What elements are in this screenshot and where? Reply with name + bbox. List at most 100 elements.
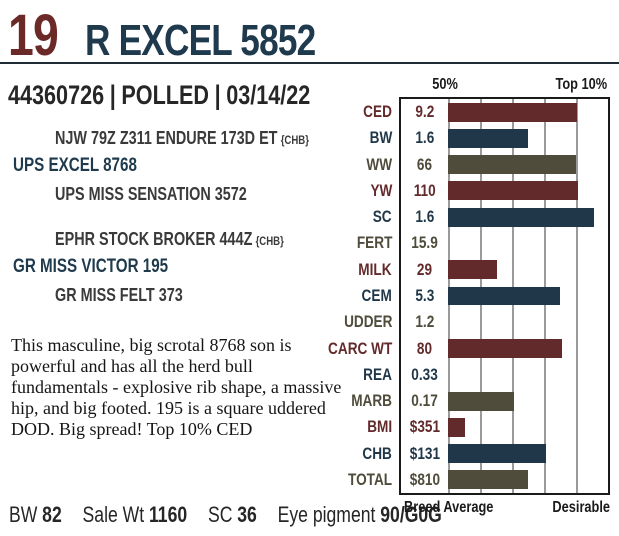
chart-row-track: [448, 99, 608, 125]
chart-axis-label-desirable: Desirable: [552, 499, 610, 516]
chart-row-value: $131: [409, 443, 440, 463]
epd-chart-labels: CED BW WW YW SC FERT MILK CEM UDDER CARC WT REA MAR…: [270, 99, 396, 493]
chart-row-bar: [448, 155, 576, 175]
chart-row: 1.2: [401, 309, 608, 335]
chart-row-track: [448, 283, 608, 309]
chart-row-label: FERT: [356, 233, 392, 253]
chart-row-label: CARC WT: [327, 338, 392, 358]
registration-line: 44360726 | POLLED | 03/14/22: [8, 80, 386, 111]
chart-row-value: 0.17: [411, 391, 438, 411]
pedigree-paternal-granddam: UPS MISS SENSATION 3572: [55, 184, 247, 204]
chart-row-label: MILK: [358, 259, 392, 279]
chart-row-label: CHB: [362, 443, 392, 463]
chart-row: 0.17: [401, 388, 608, 414]
chart-row-label: REA: [363, 364, 392, 384]
stat-bw: BW 82: [9, 502, 62, 527]
chart-row-label: TOTAL: [347, 469, 392, 489]
chart-row-label: BW: [369, 128, 392, 148]
chart-row: $131: [401, 440, 608, 466]
chart-row-track: [448, 230, 608, 256]
footer-stats: BW 82 Sale Wt 1160 SC 36 Eye pigment 90/G0G: [9, 502, 442, 528]
chart-row-bar: [448, 260, 497, 280]
chart-row-label: CEM: [361, 285, 392, 305]
gridline: [576, 99, 578, 493]
chart-axis-label-top10pct: Top 10%: [555, 76, 607, 93]
chart-row-track: [448, 125, 608, 151]
lot-number: 19: [8, 3, 59, 68]
chart-row-value: $810: [409, 469, 440, 489]
chart-row-label: UDDER: [343, 312, 392, 332]
chart-row-track: [448, 388, 608, 414]
chart-row-bar: [448, 181, 578, 201]
chart-row: $351: [401, 414, 608, 440]
chart-row-track: [448, 309, 608, 335]
pedigree-dam: GR MISS VICTOR 195: [13, 256, 169, 277]
chart-row: 5.3: [401, 283, 608, 309]
chart-row-track: [448, 335, 608, 361]
chart-row: 66: [401, 152, 608, 178]
chart-row-bar: [448, 444, 546, 464]
chart-row: 110: [401, 178, 608, 204]
chart-row-bar: [448, 207, 594, 227]
chart-row-bar: [448, 417, 465, 437]
chart-row-label: BMI: [367, 417, 392, 437]
chart-row: 1.6: [401, 125, 608, 151]
chart-row-value: $351: [409, 417, 440, 437]
chart-row-value: 5.3: [415, 285, 434, 305]
separator: |: [214, 80, 221, 110]
birth-date: 03/14/22: [226, 80, 311, 110]
chart-row-value: 80: [416, 338, 433, 358]
separator: |: [109, 80, 116, 110]
chart-row: 29: [401, 257, 608, 283]
chart-row-label: WW: [366, 154, 392, 174]
chart-row-label: YW: [370, 180, 392, 200]
chart-row: 1.6: [401, 204, 608, 230]
sale-description: This masculine, big scrotal 8768 son is …: [11, 335, 342, 439]
chart-row-track: [448, 257, 608, 283]
chart-row: 9.2: [401, 99, 608, 125]
chart-row-value: 110: [413, 180, 436, 200]
horn-status: POLLED: [121, 80, 209, 110]
chart-row-track: [448, 467, 608, 493]
epd-chart: 9.2 1.6 66 110 1.6 15.9 29 5.3 1.2 80 0.33 0.17 $351…: [399, 97, 610, 495]
pedigree-paternal-grandsire: NJW 79Z Z311 ENDURE 173D ET {CHB}: [55, 128, 309, 148]
chart-row-value: 66: [416, 154, 433, 174]
chart-row-bar: [448, 102, 577, 122]
chart-row-bar: [448, 339, 562, 358]
chb-tag: {CHB}: [280, 133, 309, 147]
chart-row-value: 15.9: [411, 233, 438, 253]
chart-row-track: [448, 204, 608, 230]
chart-row-label: CED: [363, 102, 392, 122]
pedigree-sire: UPS EXCEL 8768: [13, 155, 137, 176]
chart-row-bar: [448, 286, 560, 306]
chart-row-track: [448, 414, 608, 440]
chart-axis-label-50pct: 50%: [432, 76, 458, 93]
chart-row-label: MARB: [351, 391, 392, 411]
chart-rows: 9.2 1.6 66 110 1.6 15.9 29 5.3 1.2 80 0.33 0.17 $351…: [401, 99, 608, 493]
stat-eye-pigment: Eye pigment 90/G0G: [277, 502, 442, 527]
chart-row-value: 1.2: [415, 312, 434, 332]
registration-number: 44360726: [8, 80, 105, 110]
chart-row: 0.33: [401, 362, 608, 388]
chart-row-value: 0.33: [411, 364, 438, 384]
page-title: R EXCEL 5852: [84, 16, 316, 65]
chart-row-track: [448, 440, 608, 466]
title-divider: [0, 62, 619, 64]
chart-row-track: [448, 362, 608, 388]
pedigree: NJW 79Z Z311 ENDURE 173D ET {CHB} UPS EXC…: [8, 124, 378, 309]
chb-tag: {CHB}: [255, 234, 284, 248]
page-header: 19 R EXCEL 5852: [0, 0, 619, 68]
chart-row-bar: [448, 128, 528, 148]
stat-sc: SC 36: [207, 502, 257, 527]
pedigree-maternal-granddam: GR MISS FELT 373: [55, 285, 183, 305]
chart-row-bar: [448, 391, 514, 411]
chart-row-value: 1.6: [415, 128, 434, 148]
chart-row: $810: [401, 467, 608, 493]
chart-row-value: 9.2: [415, 102, 434, 122]
chart-row: 15.9: [401, 230, 608, 256]
stat-sale-wt: Sale Wt 1160: [82, 502, 188, 527]
chart-row-track: [448, 152, 608, 178]
chart-row: 80: [401, 335, 608, 361]
chart-row-label: SC: [373, 207, 392, 227]
